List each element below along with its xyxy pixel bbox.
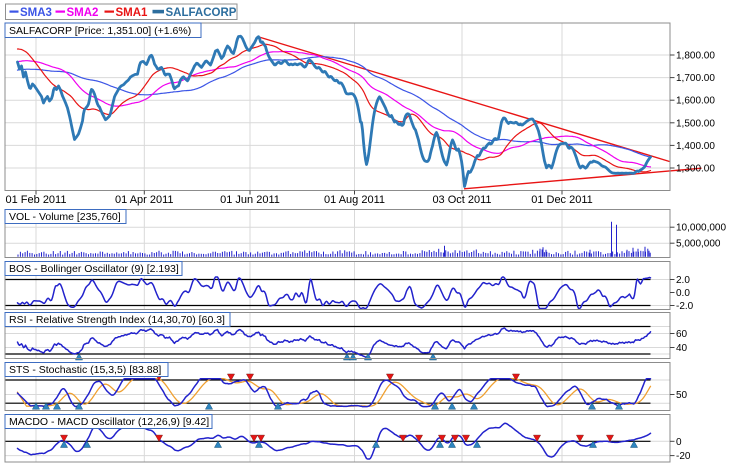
- svg-text:60: 60: [676, 329, 688, 340]
- svg-text:1,400.00: 1,400.00: [676, 141, 715, 152]
- svg-text:01 Jun 2011: 01 Jun 2011: [220, 194, 280, 206]
- svg-text:SALFACORP: SALFACORP: [166, 7, 237, 19]
- svg-text:1,500.00: 1,500.00: [676, 118, 715, 129]
- svg-text:50: 50: [676, 390, 688, 401]
- svg-text:0.0: 0.0: [676, 288, 690, 299]
- svg-text:BOS - Bollinger Oscillator (9): BOS - Bollinger Oscillator (9) [2.193]: [9, 263, 179, 275]
- svg-text:-20: -20: [676, 451, 691, 462]
- svg-text:01 Feb 2011: 01 Feb 2011: [6, 194, 67, 206]
- svg-text:RSI - Relative Strength Index: RSI - Relative Strength Index (14,30,70)…: [9, 314, 225, 326]
- svg-text:0: 0: [676, 437, 682, 448]
- svg-text:10,000,000: 10,000,000: [676, 223, 726, 234]
- svg-text:MACDO - MACD Oscillator (12,26: MACDO - MACD Oscillator (12,26,9) [9.42]: [9, 416, 209, 428]
- svg-text:01 Apr 2011: 01 Apr 2011: [115, 194, 174, 206]
- svg-text:1,600.00: 1,600.00: [676, 96, 715, 107]
- svg-text:SMA1: SMA1: [116, 7, 149, 19]
- svg-text:VOL - Volume [235,760]: VOL - Volume [235,760]: [9, 211, 121, 223]
- svg-text:1,800.00: 1,800.00: [676, 51, 715, 62]
- svg-text:5,000,000: 5,000,000: [676, 239, 721, 250]
- svg-text:2.0: 2.0: [676, 275, 690, 286]
- svg-text:SALFACORP [Price: 1,351.00] (+: SALFACORP [Price: 1,351.00] (+1.6%): [9, 25, 191, 37]
- svg-text:03 Oct 2011: 03 Oct 2011: [432, 194, 491, 206]
- svg-text:40: 40: [676, 343, 688, 354]
- svg-text:1,700.00: 1,700.00: [676, 73, 715, 84]
- svg-text:SMA2: SMA2: [67, 7, 99, 19]
- svg-text:-2.0: -2.0: [676, 301, 694, 312]
- svg-text:1,300.00: 1,300.00: [676, 164, 715, 175]
- svg-text:STS - Stochastic (15,3,5) [83.: STS - Stochastic (15,3,5) [83.88]: [9, 364, 161, 376]
- svg-text:SMA3: SMA3: [20, 7, 52, 19]
- svg-text:01 Aug 2011: 01 Aug 2011: [324, 194, 385, 206]
- svg-text:01 Dec 2011: 01 Dec 2011: [531, 194, 593, 206]
